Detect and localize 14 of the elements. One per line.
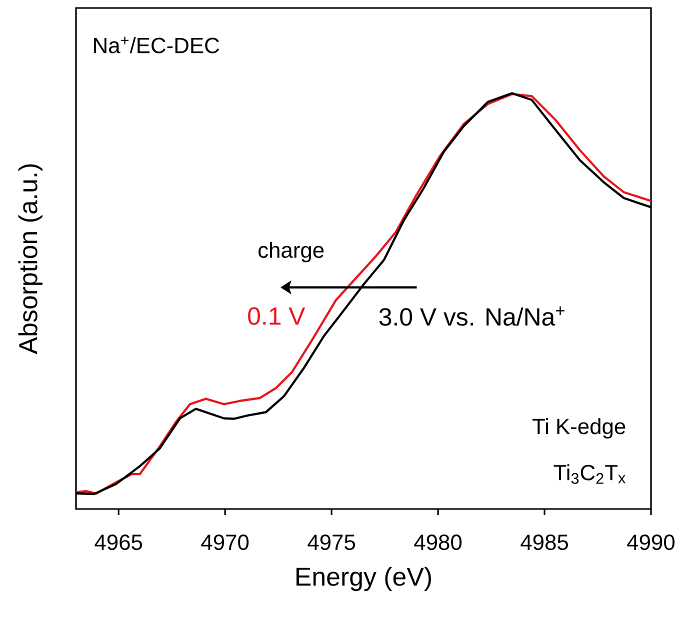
x-tick-label: 4980 <box>414 534 462 550</box>
x-tick-label: 4985 <box>520 534 568 550</box>
annotation: Ti K-edge <box>532 418 626 439</box>
x-tick-label: 4965 <box>94 534 142 550</box>
x-axis-title: Energy (eV) <box>296 566 431 592</box>
y-axis-title: Absorption (a.u.) <box>18 164 42 354</box>
series-label: 3.0 V vs. Na/Na$^{+}$ <box>379 306 564 326</box>
x-tick-label: 4970 <box>201 534 249 550</box>
series-label: 0.1 V <box>248 307 306 325</box>
x-tick-label: 4990 <box>627 534 675 550</box>
annotation: Ti$_{3}$C$_{2}$T$_{x}$ <box>554 464 626 484</box>
text: Na$^{+}$/EC-DEC <box>94 36 220 54</box>
annotation: charge <box>258 242 324 262</box>
x-tick-label: 4975 <box>308 534 355 550</box>
